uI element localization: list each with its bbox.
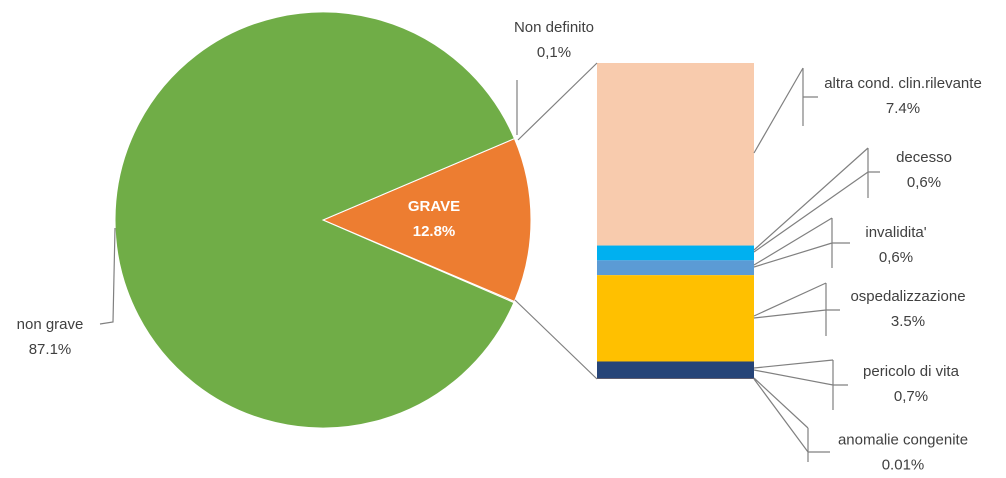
bar-segment xyxy=(597,361,754,378)
leader xyxy=(754,218,850,268)
value-label: 87.1% xyxy=(17,337,84,362)
bar-segment xyxy=(597,63,754,246)
category-label: pericolo di vita xyxy=(863,359,959,384)
category-label: anomalie congenite xyxy=(838,428,968,453)
category-label: altra cond. clin.rilevante xyxy=(824,75,982,92)
value-label: 3.5% xyxy=(850,309,965,334)
value-label: 0,7% xyxy=(863,384,959,409)
category-label: Non definito xyxy=(514,15,594,40)
leader xyxy=(754,283,840,336)
bar-segment xyxy=(597,275,754,361)
category-label: ospedalizzazione xyxy=(850,284,965,309)
leader xyxy=(754,360,848,410)
value-label: 12.8% xyxy=(408,219,460,244)
value-label: 0,6% xyxy=(865,245,926,270)
value-label: 0,1% xyxy=(514,40,594,65)
bar-segment xyxy=(597,260,754,275)
value-label: 0,6% xyxy=(896,170,952,195)
leader xyxy=(754,148,880,252)
leader xyxy=(754,68,818,153)
category-label: decesso xyxy=(896,145,952,170)
label: invalidita'0,6% xyxy=(865,220,926,270)
label: altra cond. clin.rilevante 7.4% xyxy=(823,71,983,121)
bar-segment xyxy=(597,246,754,261)
category-label: GRAVE xyxy=(408,194,460,219)
value-label: 7.4% xyxy=(886,100,920,117)
leader xyxy=(754,378,830,462)
category-label: non grave xyxy=(17,312,84,337)
category-label: invalidita' xyxy=(865,220,926,245)
